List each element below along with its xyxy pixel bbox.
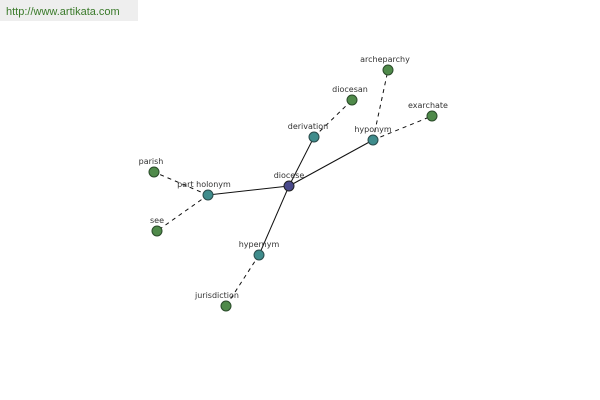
node-label[interactable]: derivation	[288, 122, 328, 131]
node-label[interactable]: diocese	[274, 171, 305, 180]
edge	[156, 194, 209, 232]
edge	[313, 99, 353, 138]
node-label[interactable]: hypernym	[239, 240, 280, 249]
node-label[interactable]: see	[150, 216, 164, 225]
node-label[interactable]: hyponym	[354, 125, 392, 134]
node[interactable]	[283, 180, 295, 192]
node-label[interactable]: part holonym	[177, 180, 231, 189]
node[interactable]	[346, 94, 358, 106]
edge	[288, 139, 374, 187]
node[interactable]	[220, 300, 232, 312]
node[interactable]	[151, 225, 163, 237]
site-url[interactable]: http://www.artikata.com	[6, 6, 120, 18]
header-bar	[0, 0, 138, 21]
edge	[372, 69, 389, 141]
node[interactable]	[202, 189, 214, 201]
node-label[interactable]: parish	[139, 157, 164, 166]
node-label[interactable]: exarchate	[408, 101, 448, 110]
node[interactable]	[367, 134, 379, 146]
node[interactable]	[308, 131, 320, 143]
edge	[207, 185, 290, 196]
node[interactable]	[426, 110, 438, 122]
node-label[interactable]: diocesan	[332, 85, 368, 94]
edge	[225, 254, 260, 307]
edge	[153, 171, 209, 196]
edge	[372, 115, 433, 141]
edges	[153, 69, 433, 307]
node[interactable]	[382, 64, 394, 76]
node[interactable]	[253, 249, 265, 261]
node-label[interactable]: archeparchy	[360, 55, 410, 64]
nodes: diocese derivation diocesan hyponym arch…	[139, 55, 448, 312]
edge	[288, 136, 315, 187]
node-label[interactable]: jurisdiction	[194, 291, 239, 300]
edge	[258, 185, 290, 256]
node[interactable]	[148, 166, 160, 178]
